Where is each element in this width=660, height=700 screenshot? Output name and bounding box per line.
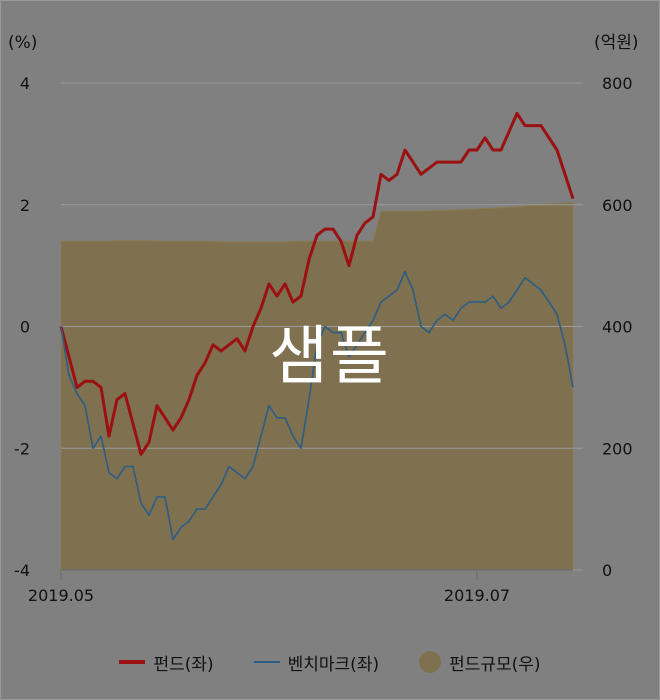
legend-swatch-fund [119,660,146,664]
y-left-tick-label: 0 [20,318,30,337]
y-left-unit-label: (%) [8,33,37,53]
y-right-tick-label: 200 [602,439,633,458]
series-area-fund-size [60,201,574,571]
legend-item-fund[interactable]: 펀드(좌) [119,650,214,675]
y-left-tick-label: 4 [20,74,30,93]
legend: 펀드(좌) 벤치마크(좌) 펀드규모(우) [0,648,660,676]
legend-label-fund: 펀드(좌) [153,654,214,675]
y-right-unit-label: (억원) [594,33,639,53]
series-line-benchmark [60,270,574,541]
y-right-tick-label: 800 [602,74,633,93]
legend-item-benchmark[interactable]: 벤치마크(좌) [253,650,380,675]
legend-swatch-benchmark [253,661,280,663]
x-tick-label: 2019.07 [444,586,510,605]
y-right-tick-label: 0 [602,561,612,580]
legend-item-fund-size[interactable]: 펀드규모(우) [419,650,541,675]
y-left-tick-label: 2 [20,196,30,215]
series-line-fund [59,111,575,456]
plot-area: 4 2 0 -2 -4 800 600 400 200 0 (%) (억원) 2019.05 2019.0… [8,33,639,605]
legend-label-fund-size: 펀드규모(우) [449,654,541,675]
legend-label-benchmark: 벤치마크(좌) [287,654,380,675]
sample-watermark: 샘플 [269,320,391,394]
y-right-tick-label: 400 [602,318,633,337]
legend-swatch-fund-size [419,651,442,673]
y-left-tick-label: -4 [14,561,30,580]
y-right-tick-label: 600 [602,196,633,215]
x-tick-label: 2019.05 [28,586,94,605]
y-left-tick-label: -2 [14,439,30,458]
